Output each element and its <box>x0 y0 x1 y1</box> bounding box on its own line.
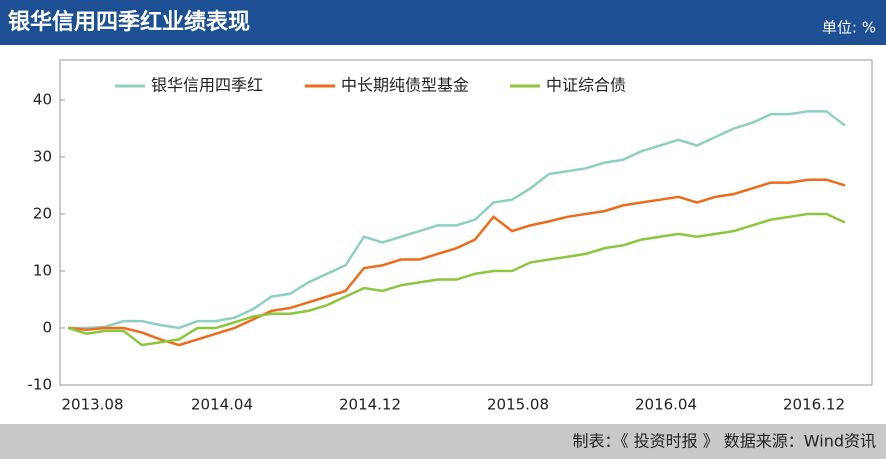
y-tick-label: 40 <box>33 90 52 108</box>
series-line <box>67 212 846 347</box>
series-line <box>67 178 846 347</box>
chart-title: 银华信用四季红业绩表现 <box>8 9 250 35</box>
footer-bar <box>0 424 886 459</box>
x-tick-label: 2016.12 <box>783 396 845 414</box>
x-tick-label: 2015.08 <box>487 396 549 414</box>
y-tick-label: 30 <box>33 147 52 165</box>
plot-frame <box>59 59 873 386</box>
series-line <box>68 110 846 330</box>
legend-label: 中证综合债 <box>546 76 626 95</box>
y-tick-label: 10 <box>33 261 52 279</box>
x-tick-label: 2014.04 <box>191 396 253 414</box>
y-tick-label: 0 <box>42 318 52 336</box>
header-bar <box>0 0 886 45</box>
y-tick-label: -10 <box>28 376 53 394</box>
unit-label: 单位: % <box>822 19 876 37</box>
y-tick-label: 20 <box>33 204 52 222</box>
legend-label: 银华信用四季红 <box>151 76 263 95</box>
x-tick-label: 2013.08 <box>61 396 123 414</box>
x-tick-label: 2016.04 <box>635 396 697 414</box>
x-tick-label: 2014.12 <box>339 396 401 414</box>
source-note: 制表：《 投资时报 》 数据来源：Wind资讯 <box>573 432 876 451</box>
legend-label: 中长期纯债型基金 <box>341 76 469 95</box>
